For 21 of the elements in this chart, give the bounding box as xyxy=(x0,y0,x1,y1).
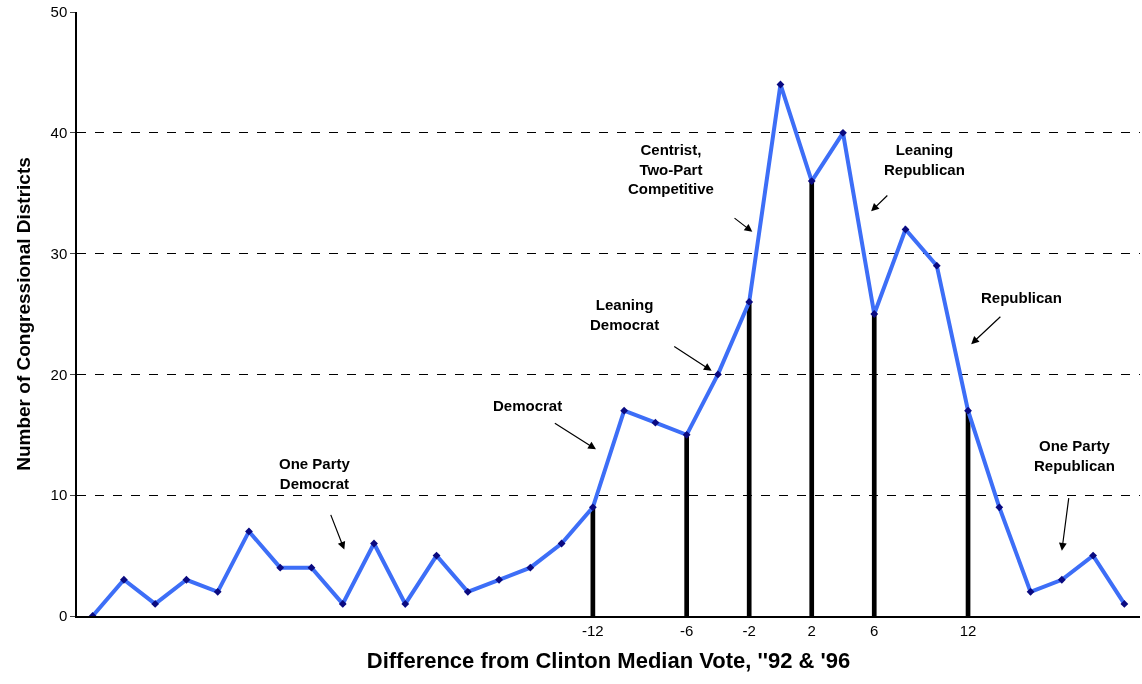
y-tick-label: 30 xyxy=(50,244,68,262)
y-tick-label: 20 xyxy=(50,365,68,383)
annotation: Democrat xyxy=(493,397,563,414)
annotation: One Party Republican xyxy=(1034,437,1115,474)
y-axis-title: Number of Congressional Districts xyxy=(12,157,34,471)
y-tick-label: 50 xyxy=(50,3,68,21)
x-tick-label: 2 xyxy=(807,621,816,639)
annotation: Centrist, Two-Part Competitive xyxy=(628,141,714,197)
y-tick-label: 0 xyxy=(58,607,68,625)
x-tick-label: -6 xyxy=(679,621,694,639)
x-tick-label: -2 xyxy=(742,621,756,639)
x-tick-label: -12 xyxy=(582,621,604,639)
annotation: Leaning Republican xyxy=(884,141,965,178)
annotation: Leaning Democrat xyxy=(590,296,660,333)
annotation: Republican xyxy=(981,289,1062,306)
annotation: One Party Democrat xyxy=(279,455,351,492)
x-tick-label: 6 xyxy=(870,621,879,639)
x-tick-label: 12 xyxy=(959,621,977,639)
y-tick-label: 40 xyxy=(50,124,68,142)
y-tick-label: 10 xyxy=(50,486,68,504)
x-axis-title: Difference from Clinton Median Vote, ''92 & '96 xyxy=(366,648,851,674)
